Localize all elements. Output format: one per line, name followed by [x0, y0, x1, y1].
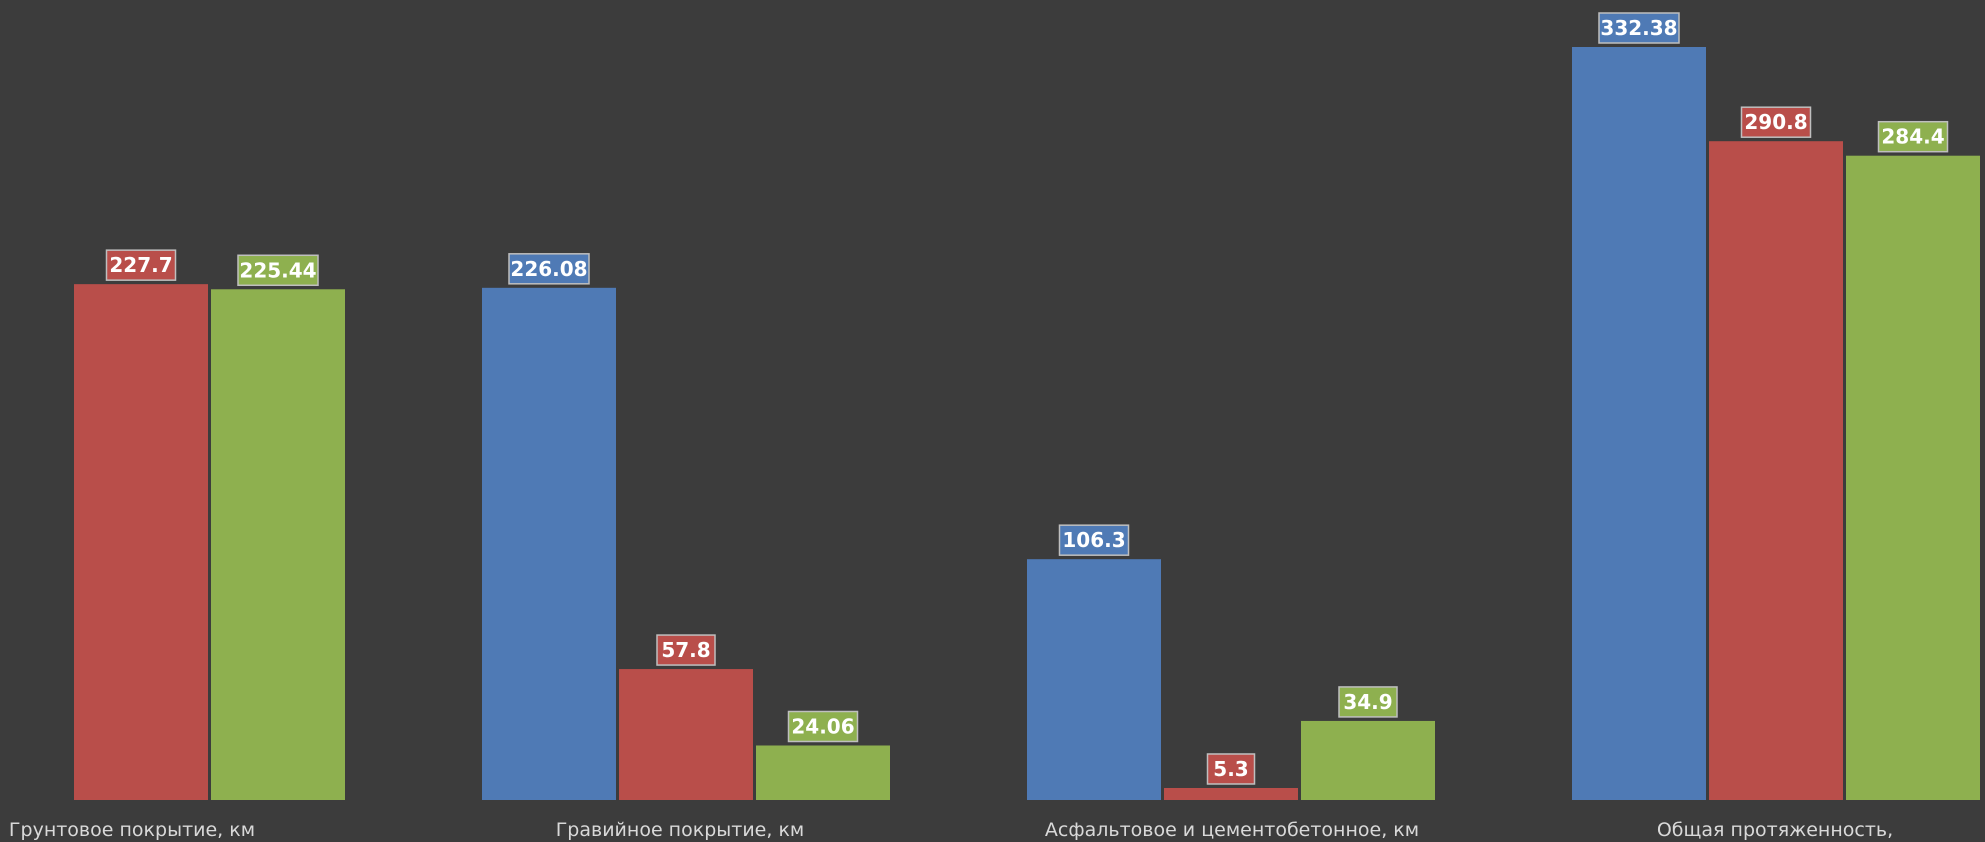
value-label-box — [237, 254, 319, 287]
value-label-box — [1206, 753, 1256, 785]
value-label: 24.06 — [791, 714, 854, 738]
value-label-box — [105, 249, 177, 281]
bar-s1-c2 — [482, 287, 616, 800]
bar-s3-c2 — [756, 745, 890, 800]
value-label-box — [656, 634, 716, 666]
value-label: 226.08 — [510, 257, 587, 281]
value-label: 57.8 — [661, 638, 710, 662]
bar-s3-c4 — [1846, 155, 1980, 800]
value-label: 227.7 — [109, 253, 172, 277]
bar-s3-c1 — [211, 289, 345, 800]
bar-s2-c1 — [74, 284, 208, 800]
value-label-box — [1338, 686, 1398, 718]
category-label: Грунтовое покрытие, км — [9, 819, 255, 841]
bar-s2-c2 — [619, 669, 753, 800]
category-label: Гравийное покрытие, км — [556, 819, 805, 841]
category-label: Асфальтовое и цементобетонное, км — [1045, 819, 1419, 841]
value-label: 106.3 — [1062, 528, 1125, 552]
value-label-box — [508, 253, 590, 285]
bar-s3-c3 — [1301, 720, 1435, 800]
bar-s2-c4 — [1709, 141, 1843, 801]
value-label-box — [1058, 524, 1130, 556]
value-label: 34.9 — [1343, 690, 1392, 714]
value-label-box — [787, 710, 859, 743]
bar-s1-c3 — [1027, 559, 1161, 800]
value-label-box — [1598, 12, 1680, 44]
value-label: 290.8 — [1744, 110, 1807, 134]
bar-s2-c3 — [1164, 787, 1298, 800]
value-label: 332.38 — [1600, 16, 1677, 40]
value-label: 284.4 — [1881, 125, 1944, 149]
bar-s1-c4 — [1572, 47, 1706, 800]
category-label: Общая протяженность, — [1657, 819, 1893, 841]
value-label: 5.3 — [1213, 757, 1248, 781]
value-label: 225.44 — [239, 258, 316, 282]
value-label-box — [1740, 106, 1812, 138]
value-label-box — [1877, 120, 1949, 153]
